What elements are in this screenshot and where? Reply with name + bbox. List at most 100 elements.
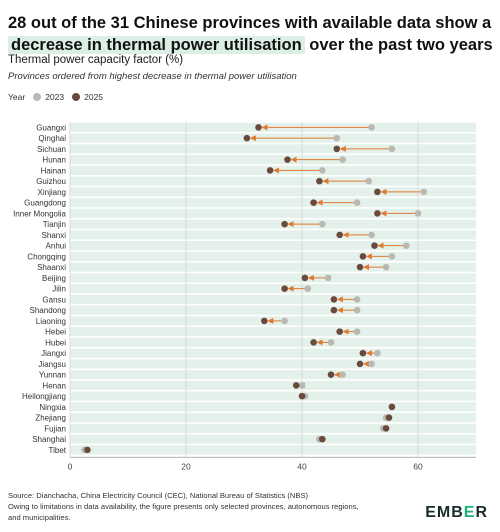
point-2025	[333, 145, 341, 153]
row-background	[70, 176, 476, 186]
point-2025	[330, 296, 338, 303]
source-text: Source: Dianchacha, China Electricity Co…	[8, 491, 309, 500]
row-background	[70, 402, 476, 412]
point-2025	[298, 392, 306, 400]
y-tick-label: Heilongjiang	[22, 392, 66, 401]
point-2023	[324, 274, 332, 282]
y-tick-label: Yunnan	[39, 371, 66, 380]
point-2025	[371, 242, 378, 249]
legend-swatch-2025	[72, 93, 81, 101]
point-2023	[403, 242, 410, 249]
y-tick-label: Anhui	[46, 242, 67, 251]
point-2023	[353, 328, 361, 335]
point-2025	[382, 425, 390, 432]
point-2023	[353, 296, 361, 303]
point-2023	[374, 349, 381, 357]
point-2025	[336, 328, 344, 335]
point-2025	[261, 317, 268, 325]
point-2025	[310, 199, 317, 206]
legend-label: Year	[8, 92, 26, 102]
row-background	[70, 380, 476, 390]
row-background	[70, 305, 476, 315]
y-tick-label: Tianjin	[43, 220, 66, 229]
point-2025	[319, 435, 326, 443]
point-2023	[382, 263, 390, 271]
row-background	[70, 144, 476, 154]
y-tick-label: Beijing	[42, 274, 66, 283]
row-background	[70, 273, 476, 283]
point-2023	[319, 220, 326, 228]
row-background	[70, 423, 476, 433]
note-text: Owing to limitations in data availabilit…	[8, 502, 359, 522]
y-tick-label: Hainan	[41, 166, 66, 175]
y-tick-label: Shaanxi	[37, 263, 66, 272]
point-2023	[414, 210, 422, 217]
row-background	[70, 391, 476, 401]
point-2025	[316, 177, 323, 185]
point-2025	[327, 371, 335, 378]
x-tick-label: 40	[297, 461, 307, 471]
row-background	[70, 348, 476, 358]
point-2023	[353, 306, 361, 314]
x-tick-label: 60	[413, 461, 423, 471]
point-2025	[292, 382, 300, 389]
point-2023	[420, 188, 428, 196]
point-2025	[243, 134, 251, 142]
point-2025	[281, 285, 288, 292]
point-2025	[301, 274, 309, 282]
chart-description: Provinces ordered from highest decrease …	[8, 71, 297, 82]
y-tick-label: Gansu	[42, 295, 66, 304]
point-2025	[255, 124, 262, 131]
row-background	[70, 359, 476, 369]
y-tick-label: Inner Mongolia	[13, 209, 66, 218]
row-background	[70, 219, 476, 229]
y-tick-label: Guangdong	[24, 199, 66, 208]
row-background	[70, 284, 476, 294]
point-2023	[365, 177, 373, 185]
x-tick-label: 20	[181, 461, 191, 471]
y-tick-label: Hebei	[45, 328, 66, 337]
point-2023	[298, 382, 306, 389]
point-2023	[333, 134, 341, 142]
row-background	[70, 434, 476, 444]
row-background	[70, 241, 476, 251]
point-2025	[359, 349, 367, 357]
row-background	[70, 294, 476, 304]
title-part-1: 28 out of the 31 Chinese provinces with …	[8, 14, 492, 32]
chart-source: Source: Dianchacha, China Electricity Co…	[8, 490, 368, 523]
point-2023	[281, 317, 288, 325]
point-2023	[368, 231, 375, 239]
title-part-2: over the past two years	[309, 36, 493, 54]
y-tick-label: Shandong	[30, 306, 66, 315]
y-tick-label: Qinghai	[38, 134, 66, 143]
point-2023	[388, 253, 396, 260]
y-tick-label: Hubei	[45, 338, 66, 347]
chart-title: 28 out of the 31 Chinese provinces with …	[8, 12, 494, 56]
point-2023	[353, 199, 361, 206]
legend-item-2025: 2025	[84, 92, 104, 102]
point-2025	[388, 403, 396, 411]
y-tick-label: Chongqing	[27, 252, 66, 261]
point-2025	[359, 253, 367, 260]
row-background	[70, 230, 476, 240]
y-tick-label: Guizhou	[36, 177, 66, 186]
y-tick-label: Ningxia	[39, 403, 66, 412]
point-2023	[327, 339, 335, 346]
y-tick-label: Shanghai	[32, 435, 66, 444]
point-2023	[388, 145, 396, 153]
ember-logo: EMBER	[425, 504, 488, 521]
chart-legend: Year 2023 2025	[8, 92, 103, 102]
y-tick-label: Hunan	[42, 156, 66, 165]
row-background	[70, 262, 476, 272]
point-2025	[266, 167, 274, 174]
row-background	[70, 370, 476, 380]
chart-subtitle: Thermal power capacity factor (%)	[8, 54, 184, 66]
x-tick-label: 0	[68, 461, 73, 471]
y-tick-label: Fujian	[44, 424, 66, 433]
point-2023	[319, 167, 326, 174]
y-tick-label: Henan	[42, 381, 66, 390]
y-tick-label: Zhejiang	[35, 414, 66, 423]
y-tick-label: Shanxi	[42, 231, 67, 240]
y-tick-label: Xinjiang	[38, 188, 66, 197]
